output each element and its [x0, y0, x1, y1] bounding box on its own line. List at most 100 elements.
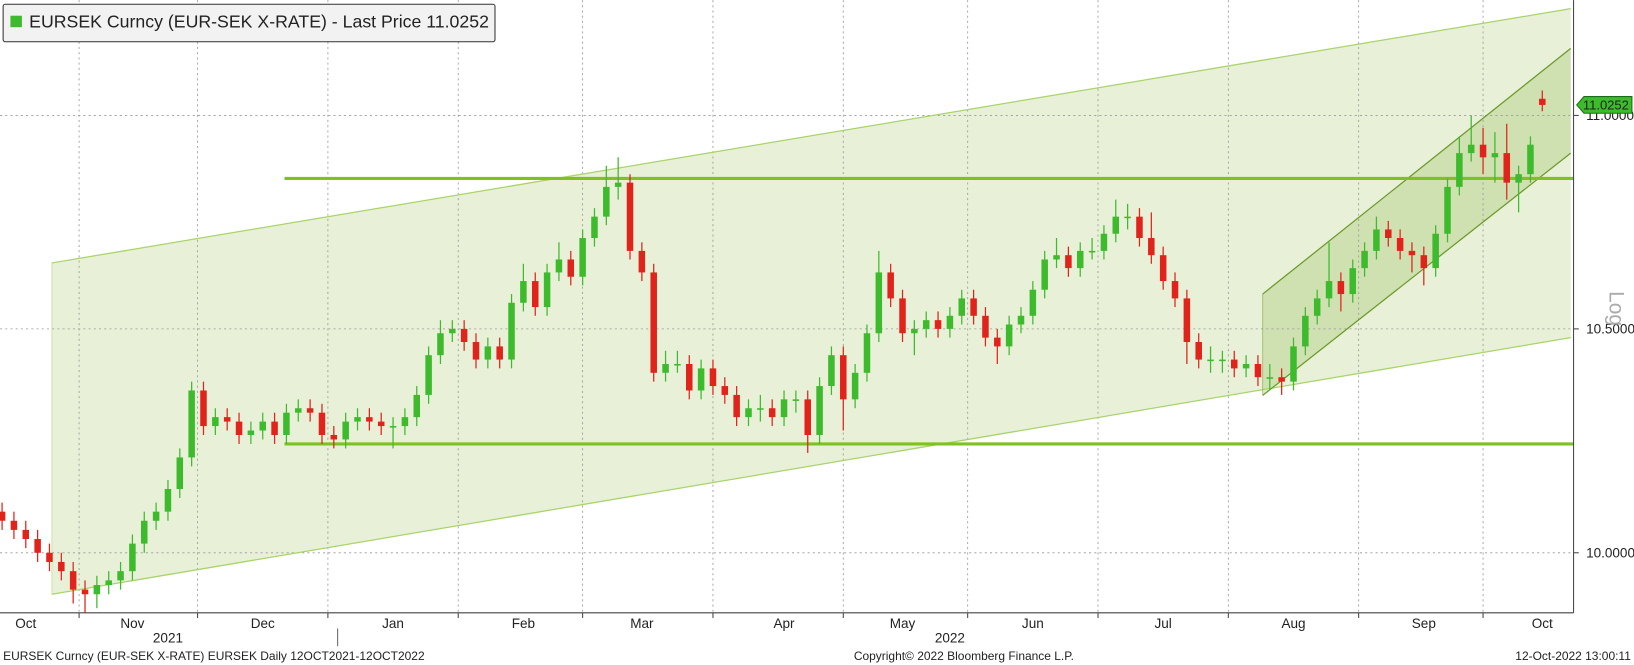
annotations [51, 8, 1574, 595]
candle-body [449, 328, 456, 334]
candle-body [472, 342, 480, 360]
candle-body [401, 417, 409, 427]
candle-body [164, 488, 172, 512]
candle-body [934, 320, 942, 329]
candle-body [899, 298, 906, 334]
candle-body [1503, 153, 1511, 183]
candle-body [685, 363, 693, 391]
last-price-label: 11.0252 [1583, 97, 1629, 112]
candle-body [887, 272, 894, 299]
candle-body [22, 529, 30, 540]
candle-body [295, 408, 302, 413]
candle-body [1467, 144, 1475, 154]
candle-body [1302, 315, 1309, 347]
candle-body [437, 333, 444, 356]
candle-body [129, 543, 136, 572]
candle-body [1290, 346, 1297, 382]
candle-body [377, 421, 385, 427]
candle-body [1017, 315, 1025, 325]
candle-body [1148, 238, 1155, 256]
candle-body [626, 182, 634, 251]
candle-body [1076, 250, 1084, 269]
channel-fills [51, 8, 1571, 595]
x-tick-label: Oct [15, 616, 36, 631]
candle-body [330, 434, 338, 440]
candle-body [1124, 216, 1131, 219]
candle-body [1065, 255, 1072, 269]
candle-body [922, 320, 930, 329]
candle-body [1515, 174, 1522, 183]
candle-body [140, 520, 148, 544]
scale-label: Log [1605, 291, 1628, 326]
x-tick-label: Dec [251, 616, 275, 631]
channel-fill [1262, 48, 1571, 396]
candle-body [1527, 144, 1534, 175]
grid [0, 0, 1574, 613]
candle-body [223, 417, 231, 422]
x-tick-label: May [890, 616, 916, 631]
candle-body [946, 315, 954, 329]
x-tick-label: Apr [774, 616, 796, 631]
candle-body [733, 394, 740, 418]
candle-body [780, 399, 788, 418]
candle-body [69, 571, 77, 590]
candle-body [152, 511, 160, 521]
candle-body [342, 421, 349, 440]
x-tick-label: Jan [382, 616, 404, 631]
candle-body [579, 238, 586, 277]
candle-body [721, 386, 729, 395]
candle-body [543, 272, 551, 308]
candle-body [271, 421, 278, 435]
candle-body [1041, 259, 1048, 290]
candle-body [650, 272, 657, 373]
candle-body [389, 426, 397, 428]
legend-box [2, 3, 496, 43]
candle-body [1266, 377, 1274, 379]
candle-body [508, 302, 515, 360]
candle-body [413, 394, 421, 418]
candle-body [1408, 250, 1416, 256]
channel-fill [51, 8, 1571, 595]
candle-body [1136, 216, 1143, 239]
candle-body [247, 430, 255, 435]
year-label: 2021 [153, 630, 183, 645]
candle-body [520, 281, 527, 303]
candle-body [531, 281, 539, 308]
candle-body [0, 511, 6, 521]
candle-body [745, 408, 752, 418]
candle-body [1456, 153, 1463, 187]
candle-body [1337, 281, 1345, 295]
candle-body [1420, 255, 1428, 269]
candle-body [638, 250, 646, 273]
candle-body [1088, 250, 1096, 253]
year-label: 2022 [935, 630, 965, 645]
candle-body [958, 298, 966, 316]
candle-body [117, 571, 124, 581]
candle-body [1278, 377, 1285, 382]
candle-body [1349, 268, 1356, 295]
candle-body [1444, 186, 1451, 234]
candle-body [1254, 363, 1262, 378]
candle-body [1112, 216, 1120, 234]
candle-body [1242, 363, 1250, 369]
candle-body [425, 355, 432, 395]
candle-body [828, 355, 835, 387]
x-tick-label: Jun [1022, 616, 1044, 631]
last-price-tag [1575, 96, 1633, 114]
candle-body [970, 298, 977, 316]
candle-body [496, 346, 503, 360]
candle-body [212, 417, 219, 427]
candle-body [614, 182, 622, 187]
candle-body [176, 457, 184, 489]
candle-body [567, 259, 575, 277]
channel-upper [51, 8, 1571, 264]
candle-body [1396, 238, 1404, 251]
candle-body [1183, 298, 1191, 343]
candle-body [757, 408, 764, 410]
candle-body [591, 216, 598, 239]
candle-body [1373, 229, 1380, 251]
candle-body [911, 328, 918, 334]
